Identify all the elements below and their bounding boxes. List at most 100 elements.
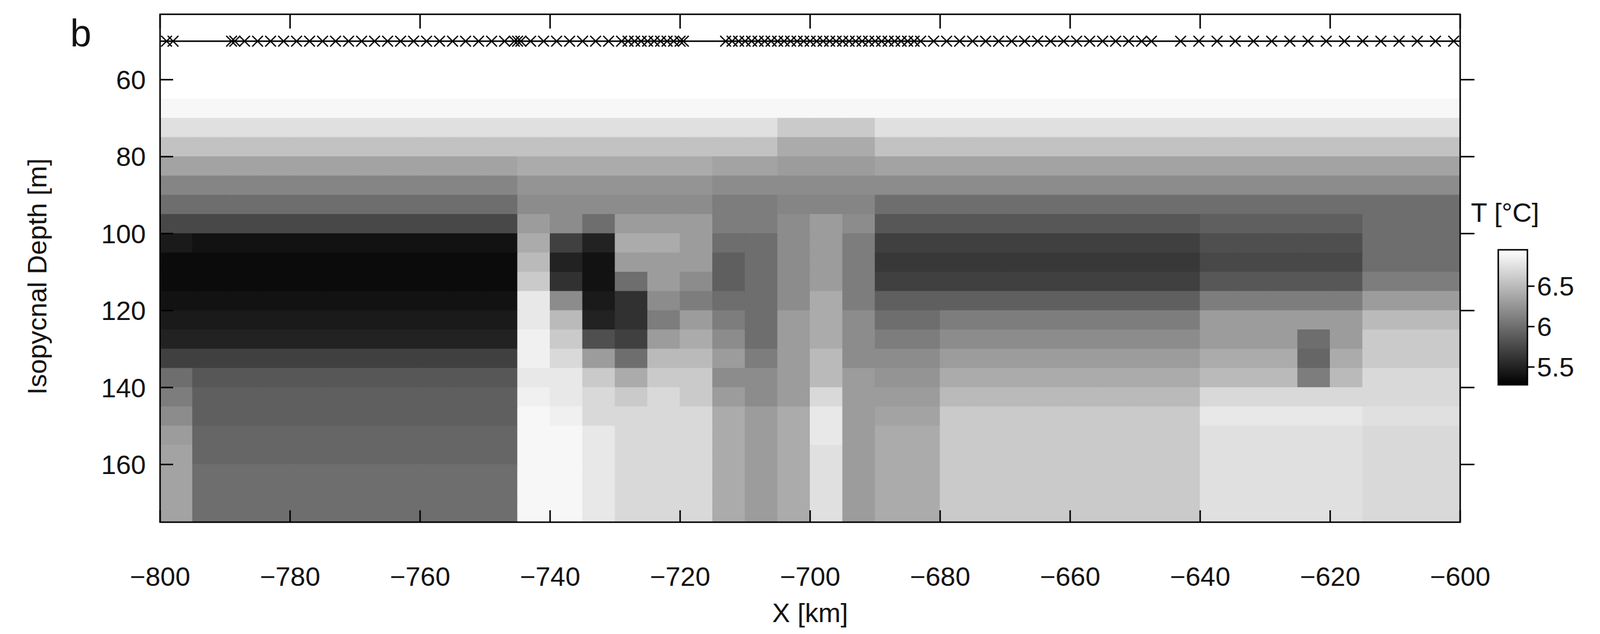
cell [1265,445,1299,465]
cell [484,483,519,504]
station [1006,35,1017,47]
cell [777,464,811,484]
station [1032,35,1044,47]
cell [1167,271,1201,292]
cell [289,195,324,215]
cell [1200,41,1234,61]
x-tick-label: −600 [1429,561,1490,593]
colorbar [1498,249,1528,385]
cell [1004,368,1039,388]
cell [257,79,291,99]
cell [582,290,616,311]
cell [1232,464,1266,484]
cell [1362,117,1396,138]
cell [1102,368,1136,388]
cell [549,156,584,177]
cell [387,214,421,234]
cell [387,233,421,253]
cell [680,117,714,138]
cell [517,156,551,177]
cell [452,214,486,234]
station [817,35,829,47]
cell [744,175,779,196]
cell [1427,387,1461,407]
cell [484,329,519,350]
y-tick-label: 60 [116,64,146,96]
frame [160,14,1461,523]
cell [680,445,714,465]
cell [354,98,388,119]
cell [712,483,746,504]
cell [257,290,291,311]
cell [1329,60,1364,80]
station [382,35,393,47]
station [928,35,939,47]
station [765,35,777,47]
cell [1167,233,1201,253]
station [1211,35,1223,47]
cell [192,445,226,465]
cell [1265,329,1299,350]
cell [1265,137,1299,158]
cell [1265,290,1299,311]
station [805,35,816,47]
cell [1200,310,1234,331]
cell [647,426,681,446]
cell [1069,464,1104,484]
cell [1037,156,1071,177]
station [395,35,406,47]
cell [809,214,844,234]
cell [1394,252,1429,273]
cell [192,79,226,99]
cell [874,368,908,388]
station [719,35,731,47]
cell [1069,214,1104,234]
x-tick [419,510,422,523]
cell [289,310,324,331]
cell [354,368,388,388]
y-tick [160,386,174,389]
cell [582,79,616,99]
cell [484,502,519,523]
cell [809,387,844,407]
cell [1232,502,1266,523]
cell [1427,329,1461,350]
cell [680,271,714,292]
cell [387,502,421,523]
cell [1037,79,1071,99]
cell [1265,98,1299,119]
x-tick-label: −640 [1169,561,1230,593]
cell [160,195,193,215]
cell [1200,60,1234,80]
cells [160,41,1461,523]
station [752,35,764,47]
cell [777,117,811,138]
y-tick [1460,233,1475,236]
cell [484,214,519,234]
cell [452,175,486,196]
y-tick [160,310,174,312]
cell [1265,464,1299,484]
cell [1329,426,1364,446]
cell [647,348,681,369]
cell [517,368,551,388]
cell [1394,175,1429,196]
cell [420,426,454,446]
cell [1394,310,1429,331]
cell [224,348,259,369]
cell [484,195,519,215]
cell [1004,271,1039,292]
cell [452,329,486,350]
x-tick-label: −660 [1040,561,1101,593]
station [1097,35,1108,47]
cell [1004,156,1039,177]
cell [192,464,226,484]
cell [1200,195,1234,215]
cell [517,464,551,484]
cell [744,368,779,388]
cell [1427,252,1461,273]
cell [257,252,291,273]
cell [484,117,519,138]
cell [257,329,291,350]
cell [1232,175,1266,196]
